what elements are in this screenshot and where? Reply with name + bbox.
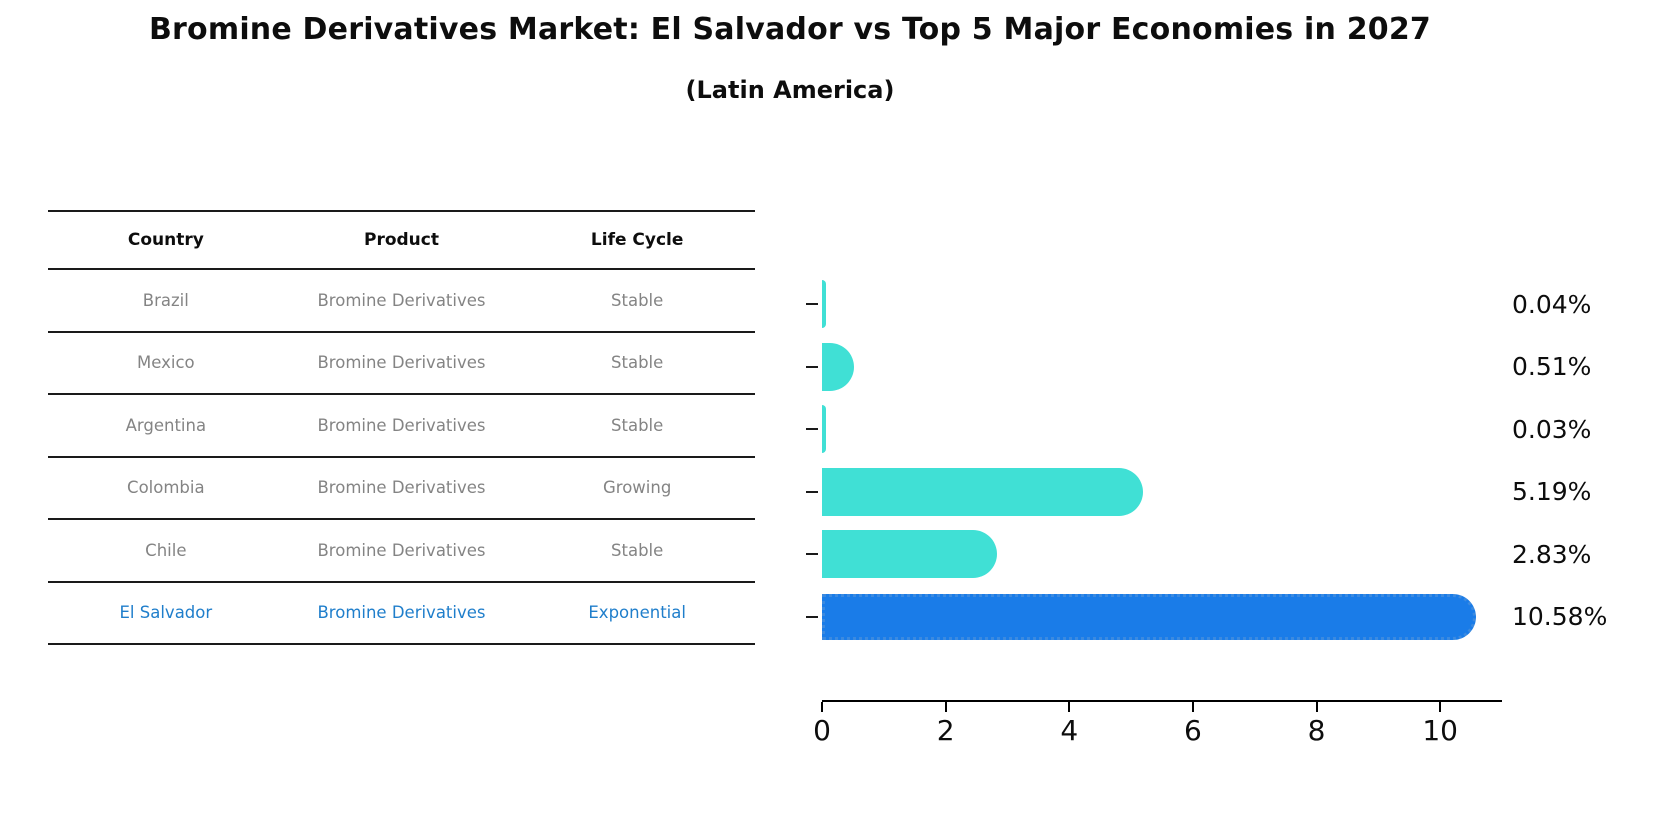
- cell-life-cycle: Stable: [611, 415, 664, 435]
- bar-argentina: [822, 405, 826, 454]
- x-tick-mark: [1439, 702, 1442, 712]
- value-label-chile: 2.83%: [1512, 539, 1592, 569]
- cell-product: Bromine Derivatives: [317, 290, 486, 310]
- bar-row-brazil: [822, 273, 1502, 336]
- bar-row-chile: [822, 523, 1502, 586]
- table-row-brazil: Brazil Bromine Derivatives Stable: [48, 270, 755, 333]
- value-label-el-salvador: 10.58%: [1512, 602, 1608, 632]
- table-row-colombia: Colombia Bromine Derivatives Growing: [48, 458, 755, 520]
- table-header-product: Product: [363, 230, 439, 250]
- bar-mexico: [822, 342, 854, 391]
- table-row-argentina: Argentina Bromine Derivatives Stable: [48, 395, 755, 458]
- x-axis: 0 2 4 6 8 10: [813, 700, 1502, 747]
- bar-brazil: [822, 280, 826, 329]
- cell-country: Brazil: [142, 290, 189, 310]
- country-table: Country Product Life Cycle Brazil Bromine…: [48, 210, 755, 645]
- table-row-chile: Chile Bromine Derivatives Stable: [48, 520, 755, 583]
- cell-life-cycle: Stable: [611, 353, 664, 373]
- table-header-row: Country Product Life Cycle: [48, 210, 755, 270]
- cell-life-cycle: Stable: [611, 290, 664, 310]
- bar-row-argentina: [822, 398, 1502, 461]
- value-label-argentina: 0.03%: [1512, 414, 1592, 444]
- table-header-life-cycle: Life Cycle: [590, 230, 684, 250]
- cell-life-cycle: Exponential: [588, 603, 686, 623]
- table-body: Brazil Bromine Derivatives Stable Mexico Bro…: [48, 270, 755, 645]
- table-row-mexico: Mexico Bromine Derivatives Stable: [48, 333, 755, 395]
- cell-product: Bromine Derivatives: [317, 603, 486, 623]
- x-tick-label: 4: [1060, 714, 1079, 747]
- cell-country: El Salvador: [119, 603, 213, 623]
- value-labels-column: 0.04% 0.51% 0.03% 5.19% 2.83% 10.58%: [1512, 273, 1672, 648]
- bar-plot: [822, 273, 1502, 648]
- bar-row-colombia: [822, 461, 1502, 524]
- x-tick-label: 0: [813, 714, 831, 747]
- bar-chile: [822, 530, 997, 579]
- cell-country: Argentina: [125, 415, 207, 435]
- bar-el-salvador: [822, 593, 1477, 640]
- x-tick-label: 2: [936, 714, 955, 747]
- cell-life-cycle: Growing: [603, 478, 672, 498]
- value-label-mexico: 0.51%: [1512, 352, 1592, 382]
- bar-row-el-salvador: [822, 586, 1502, 649]
- chart-subtitle: (Latin America): [685, 76, 895, 104]
- bar-colombia: [822, 467, 1143, 516]
- value-label-brazil: 0.04%: [1512, 289, 1592, 319]
- cell-product: Bromine Derivatives: [317, 353, 486, 373]
- table-header-country: Country: [127, 230, 204, 250]
- cell-product: Bromine Derivatives: [317, 540, 486, 560]
- cell-country: Mexico: [137, 353, 195, 373]
- cell-country: Chile: [145, 540, 187, 560]
- x-tick-mark: [1315, 702, 1318, 712]
- cell-country: Colombia: [127, 478, 205, 498]
- x-tick-mark: [944, 702, 947, 712]
- x-tick-mark: [1191, 702, 1194, 712]
- cell-product: Bromine Derivatives: [317, 415, 486, 435]
- x-tick-mark: [821, 702, 823, 712]
- x-tick-label: 6: [1183, 714, 1202, 747]
- chart-title: Bromine Derivatives Market: El Salvador …: [148, 12, 1431, 47]
- x-tick-mark: [1068, 702, 1071, 712]
- x-tick-label: 10: [1422, 714, 1458, 747]
- cell-product: Bromine Derivatives: [317, 478, 486, 498]
- x-tick-label: 8: [1307, 714, 1326, 747]
- bar-row-mexico: [822, 336, 1502, 399]
- table-row-el-salvador: El Salvador Bromine Derivatives Exponentia…: [48, 583, 755, 645]
- value-label-colombia: 5.19%: [1512, 477, 1592, 507]
- cell-life-cycle: Stable: [611, 540, 664, 560]
